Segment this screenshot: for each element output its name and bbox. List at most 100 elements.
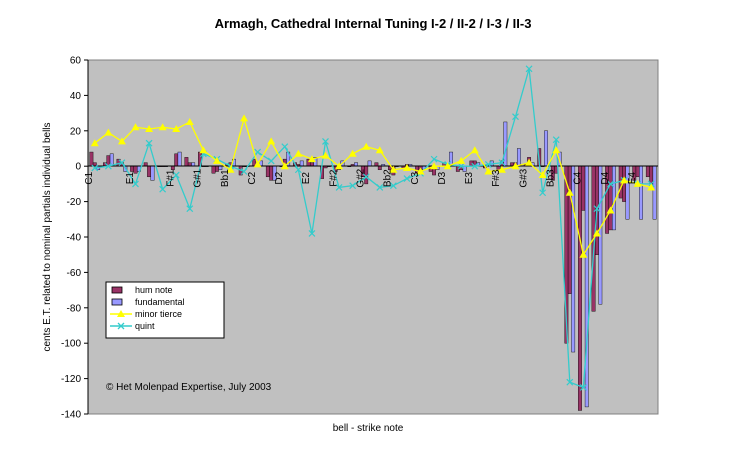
quint-point bbox=[403, 175, 411, 183]
minor-tierce-point bbox=[375, 146, 384, 154]
legend-swatch-hum bbox=[111, 286, 123, 294]
x-tick-label: D2 bbox=[274, 171, 285, 184]
minor-tierce-point bbox=[185, 117, 194, 125]
quint-point bbox=[484, 161, 492, 168]
minor-tierce-point bbox=[620, 176, 629, 184]
minor-tierce-point bbox=[335, 162, 344, 170]
lines-layer bbox=[90, 65, 656, 391]
x-tick-label: G#3 bbox=[518, 168, 529, 187]
bar-hum-note bbox=[578, 165, 582, 411]
bar-fundamental bbox=[218, 165, 223, 170]
bar-hum-note bbox=[496, 165, 501, 170]
quint-point bbox=[186, 205, 194, 213]
bar-hum-note bbox=[147, 165, 151, 178]
bar-fundamental bbox=[544, 130, 548, 167]
quint-point bbox=[579, 384, 587, 391]
minor-tierce-point bbox=[321, 151, 330, 159]
minor-tierce-point bbox=[226, 165, 235, 173]
minor-tierce-point bbox=[470, 146, 479, 154]
bar-hum-note bbox=[211, 165, 216, 174]
bar-hum-note bbox=[649, 165, 654, 185]
x-tick-label: D3 bbox=[437, 171, 448, 184]
quint-point bbox=[240, 168, 248, 175]
minor-tierce-point bbox=[240, 114, 249, 122]
quint-point bbox=[349, 182, 357, 190]
minor-tierce-point bbox=[443, 162, 452, 170]
y-tick-label: -140 bbox=[61, 410, 81, 421]
quint-point bbox=[104, 162, 112, 170]
quint-point bbox=[430, 155, 438, 163]
quint-point bbox=[593, 205, 601, 213]
minor-tierce-point bbox=[348, 149, 357, 157]
legend-label-hum: hum note bbox=[135, 285, 173, 295]
bar-hum-note bbox=[89, 151, 94, 167]
minor-tierce-point bbox=[565, 188, 574, 196]
y-tick-label: -100 bbox=[61, 339, 81, 350]
x-tick-label: G#2 bbox=[356, 168, 367, 187]
y-tick-label: -80 bbox=[67, 303, 82, 314]
bar-hum-note bbox=[130, 165, 135, 172]
x-tick-label: D4 bbox=[600, 171, 611, 184]
minor-tierce-point bbox=[172, 125, 181, 133]
bar-hum-note bbox=[174, 153, 179, 167]
minor-tierce-point bbox=[430, 162, 439, 170]
bar-hum-note bbox=[170, 165, 175, 170]
quint-point bbox=[362, 173, 370, 181]
x-tick-label: C4 bbox=[573, 171, 584, 184]
y-tick-label: 0 bbox=[75, 162, 81, 173]
legend: hum note fundamental minor tierce quint bbox=[105, 281, 225, 339]
minor-tierce-point bbox=[647, 183, 656, 191]
y-tick-label: -20 bbox=[67, 197, 82, 208]
y-axis-ticks: 60 40 20 0 -20 -40 -60 -80 -100 -120 -140 bbox=[61, 56, 88, 421]
minor-tierce-point bbox=[90, 139, 99, 147]
minor-tierce-point bbox=[294, 149, 303, 157]
x-tick-label: E1 bbox=[125, 172, 136, 185]
legend-swatch-fundamental bbox=[111, 298, 123, 306]
bar-fundamental bbox=[639, 165, 643, 220]
minor-tierce-point bbox=[538, 171, 547, 179]
x-tick-label: C3 bbox=[410, 171, 421, 184]
bar-hum-note bbox=[215, 165, 219, 172]
x-tick-label: Bb2 bbox=[383, 169, 394, 187]
quint-point bbox=[145, 139, 153, 147]
quint-point bbox=[389, 182, 397, 190]
minor-tierce-point bbox=[457, 156, 466, 164]
minor-tierce-point bbox=[199, 146, 208, 154]
x-tick-label: E4 bbox=[627, 172, 638, 185]
minor-tierce-point bbox=[579, 250, 588, 258]
minor-tierce-point bbox=[525, 158, 534, 166]
minor-tierce-point bbox=[117, 137, 126, 145]
legend-marker-quint bbox=[117, 322, 125, 330]
minor-tierce-point bbox=[416, 167, 425, 175]
x-tick-label: G#1 bbox=[193, 168, 204, 187]
legend-label-quint: quint bbox=[135, 321, 155, 331]
minor-tierce-point bbox=[307, 155, 316, 163]
legend-marker-minor-tierce bbox=[117, 310, 125, 317]
minor-tierce-point bbox=[402, 163, 411, 171]
quint-point bbox=[498, 159, 506, 167]
x-axis-label: bell - strike note bbox=[333, 423, 404, 434]
bar-fundamental bbox=[611, 165, 616, 231]
x-tick-label: Bb1 bbox=[220, 169, 231, 187]
bar-fundamental bbox=[367, 160, 372, 167]
bar-fundamental bbox=[516, 148, 521, 167]
quint-point bbox=[172, 171, 180, 179]
minor-tierce-point bbox=[104, 128, 113, 136]
bar-hum-note bbox=[645, 165, 650, 178]
legend-label-fundamental: fundamental bbox=[135, 297, 185, 307]
minor-tierce-point bbox=[592, 229, 601, 237]
y-tick-label: 40 bbox=[70, 91, 82, 102]
quint-point bbox=[254, 148, 262, 156]
x-tick-label: E2 bbox=[301, 172, 312, 185]
minor-tierce-point bbox=[389, 165, 398, 173]
bar-fundamental bbox=[299, 160, 304, 167]
minor-tierce-point bbox=[212, 156, 221, 164]
minor-tierce-point bbox=[267, 137, 276, 145]
x-tick-label: F#3 bbox=[491, 169, 502, 187]
quint-point bbox=[607, 180, 614, 188]
x-axis-ticks: C1 E1 F#1 G#1 Bb1 C2 D2 E2 F#2 G#2 Bb2 C3 D3 E3 F#3 G#3… bbox=[84, 168, 638, 187]
quint-point bbox=[91, 164, 99, 172]
minor-tierce-point bbox=[511, 162, 520, 170]
